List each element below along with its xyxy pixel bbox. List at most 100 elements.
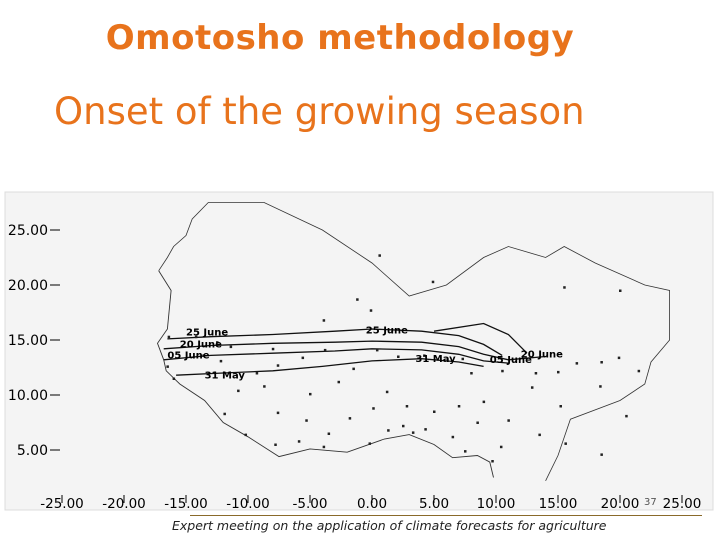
station-marker [322, 319, 326, 322]
map-background [4, 191, 714, 511]
page-number: 37 [644, 497, 657, 508]
coastline [156, 270, 494, 478]
x-tick-label: 10.00 [477, 496, 516, 512]
isoline-label: 25 June [186, 328, 228, 339]
station-marker [219, 359, 223, 363]
station-marker [534, 372, 538, 375]
onset-isoline [433, 322, 528, 354]
onset-isoline [176, 358, 484, 376]
station-marker [397, 355, 400, 358]
onset-isoline [163, 348, 509, 364]
x-tick-label: 0.00 [357, 496, 387, 512]
x-tick-label: 15.00 [539, 496, 578, 512]
station-marker [387, 429, 390, 432]
station-marker [385, 390, 389, 394]
station-marker [600, 361, 603, 364]
station-marker [491, 460, 494, 463]
station-marker [378, 254, 381, 257]
station-marker [348, 417, 352, 420]
onset-map-svg: 25.00 20.00 15.00 10.00 5.00 -25.00 -20.00 -15.… [4, 191, 714, 512]
station-marker [482, 400, 486, 404]
station-marker [470, 372, 473, 375]
station-marker [411, 431, 415, 434]
station-marker [327, 432, 331, 435]
station-marker [167, 335, 171, 339]
station-marker [323, 348, 327, 352]
station-marker [263, 385, 266, 388]
isoline-label: 31 May [205, 371, 246, 382]
isoline-label: 20 June [521, 350, 563, 361]
station-marker [617, 356, 621, 360]
station-marker [274, 443, 277, 446]
slide-subtitle: Onset of the growing season [54, 90, 585, 133]
station-marker [237, 389, 240, 393]
station-marker [301, 356, 305, 360]
station-marker [599, 385, 602, 388]
station-marker [557, 370, 560, 374]
station-marker [172, 377, 176, 380]
station-marker [405, 405, 409, 408]
isoline-label: 05 June [167, 351, 209, 362]
station-marker [322, 445, 326, 449]
station-marker [229, 345, 233, 349]
onset-isoline [163, 340, 546, 361]
x-tick-label: -15.00 [164, 496, 208, 512]
station-marker [271, 347, 275, 351]
station-marker [575, 362, 579, 365]
x-tick-label: -10.00 [226, 496, 270, 512]
y-tick-label: 15.00 [8, 333, 48, 349]
station-marker [619, 289, 622, 292]
x-tick-label: -5.00 [293, 496, 328, 512]
x-tick-label: 20.00 [601, 496, 640, 512]
station-marker [194, 335, 198, 339]
station-marker [337, 380, 341, 384]
station-marker [507, 419, 510, 422]
y-tick-label: 20.00 [8, 278, 48, 294]
station-marker [297, 440, 301, 443]
x-tick-label: 25.00 [663, 496, 702, 512]
station-marker [563, 286, 566, 289]
station-marker [424, 428, 427, 431]
station-marker [476, 421, 479, 424]
station-marker [305, 419, 308, 422]
y-tick-label: 5.00 [17, 443, 48, 459]
station-marker [352, 367, 355, 371]
station-marker [637, 369, 641, 373]
station-marker [202, 354, 205, 357]
footer-divider [190, 515, 702, 516]
x-tick-label: -20.00 [102, 496, 146, 512]
isoline-label: 31 May [415, 354, 456, 365]
station-marker [530, 386, 534, 389]
station-marker [166, 365, 169, 368]
x-tick-label: -25.00 [40, 496, 84, 512]
station-marker [431, 280, 435, 284]
station-marker [538, 433, 541, 437]
x-tick-label: 5.00 [419, 496, 449, 512]
station-marker [368, 442, 372, 445]
station-marker [600, 453, 603, 456]
station-marker [559, 405, 562, 408]
station-marker [276, 411, 280, 415]
station-marker [309, 392, 312, 396]
station-marker [356, 298, 359, 301]
isoline-label: 20 June [180, 340, 222, 351]
onset-isoline [167, 328, 503, 356]
onset-map: 25.00 20.00 15.00 10.00 5.00 -25.00 -20.00 -15.… [0, 190, 720, 540]
station-marker [244, 433, 248, 437]
isoline-label: 05 June [490, 355, 532, 366]
station-marker [216, 341, 219, 344]
station-marker [402, 424, 405, 428]
footer-text: Expert meeting on the application of cli… [172, 518, 607, 533]
station-marker [372, 407, 375, 410]
station-marker [369, 309, 373, 312]
station-marker [451, 435, 455, 439]
station-marker [461, 357, 465, 361]
station-marker [375, 348, 379, 352]
station-marker [625, 414, 628, 418]
y-tick-label: 25.00 [8, 223, 48, 239]
station-marker [464, 450, 467, 453]
station-marker [564, 442, 567, 445]
station-marker [499, 445, 503, 449]
station-marker [423, 354, 426, 357]
station-marker [255, 372, 259, 375]
